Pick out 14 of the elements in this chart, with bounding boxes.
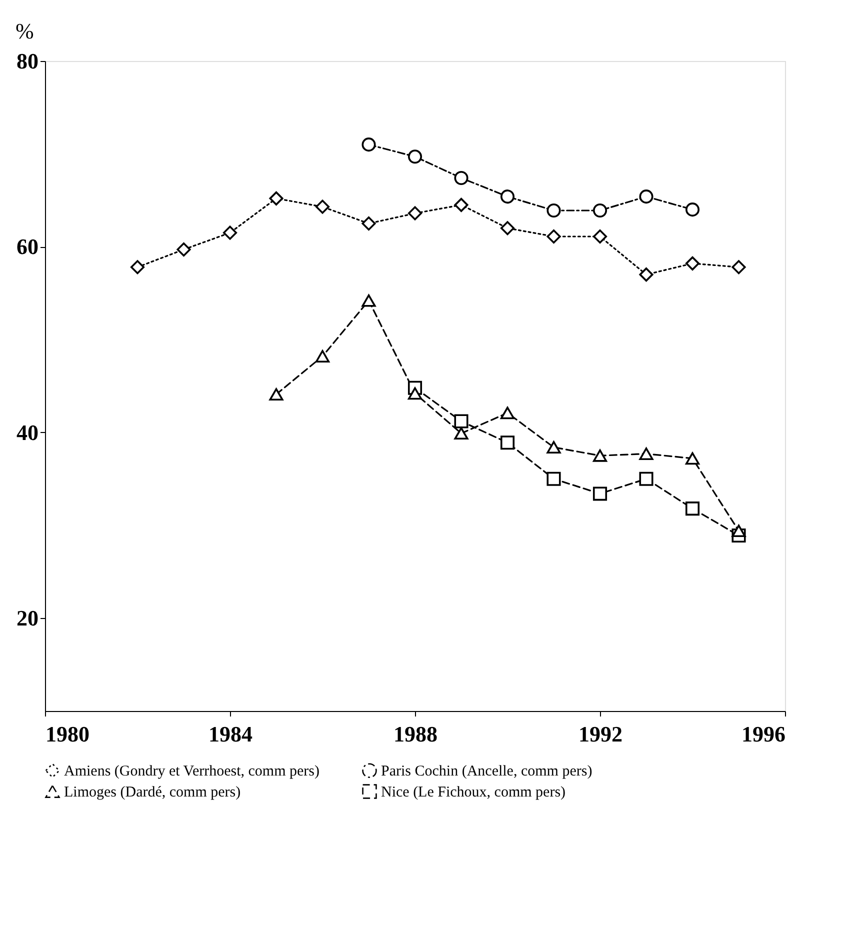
x-tick-label: 1988 bbox=[394, 722, 438, 746]
legend-label: Amiens (Gondry et Verrhoest, comm pers) bbox=[64, 764, 320, 780]
legend-label: Paris Cochin (Ancelle, comm pers) bbox=[381, 764, 592, 780]
x-tick-label: 1980 bbox=[46, 722, 90, 746]
legend-label: Limoges (Dardé, comm pers) bbox=[64, 784, 241, 800]
y-tick-label: 60 bbox=[16, 234, 38, 260]
y-tick-label: 20 bbox=[16, 606, 38, 631]
x-tick-label: 1996 bbox=[742, 722, 786, 746]
y-tick-label: 80 bbox=[16, 48, 38, 74]
x-tick-label: 1992 bbox=[578, 722, 622, 746]
legend-label: Nice (Le Fichoux, comm pers) bbox=[381, 784, 566, 800]
y-tick-label: 40 bbox=[16, 420, 38, 445]
y-axis-title: % bbox=[16, 18, 34, 44]
x-tick-label: 1984 bbox=[208, 722, 252, 746]
